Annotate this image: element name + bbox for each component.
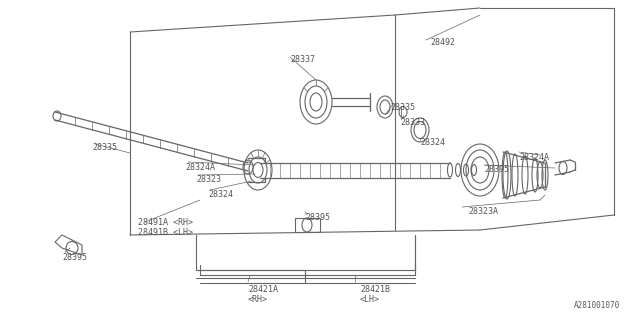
Text: 28324A: 28324A	[519, 153, 549, 162]
Text: 28337: 28337	[290, 55, 315, 64]
Text: 28335: 28335	[390, 103, 415, 112]
Text: 28421A: 28421A	[248, 285, 278, 294]
Polygon shape	[55, 235, 82, 255]
Text: 28421B: 28421B	[360, 285, 390, 294]
Text: 28395: 28395	[62, 253, 87, 262]
Text: <RH>: <RH>	[248, 295, 268, 304]
Text: 28323A: 28323A	[468, 207, 498, 216]
Text: 28335: 28335	[92, 143, 117, 152]
Text: 28395: 28395	[305, 213, 330, 222]
Text: 28324: 28324	[420, 138, 445, 147]
Text: 28333: 28333	[400, 118, 425, 127]
Text: <LH>: <LH>	[360, 295, 380, 304]
Text: 28395: 28395	[484, 165, 509, 174]
Text: 28491A <RH>: 28491A <RH>	[138, 218, 193, 227]
Text: 28324A: 28324A	[185, 163, 215, 172]
Text: 28492: 28492	[430, 38, 455, 47]
Text: 28323: 28323	[196, 175, 221, 184]
Text: 28491B <LH>: 28491B <LH>	[138, 228, 193, 237]
Text: 28324: 28324	[208, 190, 233, 199]
Text: A281001070: A281001070	[573, 301, 620, 310]
